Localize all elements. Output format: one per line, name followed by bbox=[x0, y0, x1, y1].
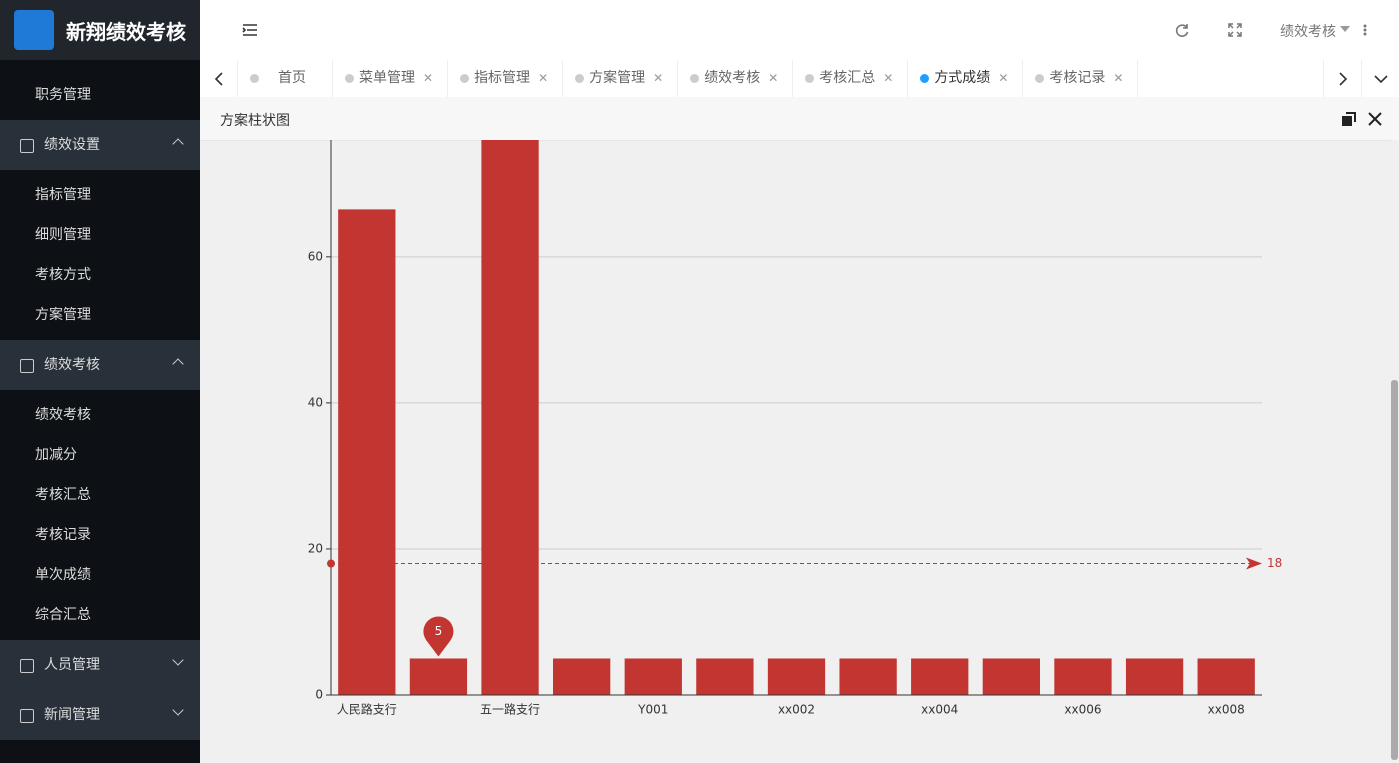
bar bbox=[982, 658, 1040, 695]
tab-label: 考核记录 bbox=[1049, 70, 1106, 86]
tab[interactable]: 绩效考核 ✕ bbox=[678, 60, 794, 97]
bar bbox=[1197, 658, 1255, 695]
tab[interactable]: 指标管理 ✕ bbox=[448, 60, 564, 97]
tab-label: 菜单管理 bbox=[359, 70, 415, 86]
menu-item[interactable]: 细则管理 bbox=[35, 227, 91, 243]
tab[interactable]: 菜单管理 ✕ bbox=[333, 60, 449, 97]
menu-item[interactable]: 绩效考核 bbox=[35, 407, 91, 423]
tab-close[interactable]: ✕ bbox=[423, 71, 434, 85]
logo: 新翔绩效考核 bbox=[0, 0, 200, 60]
tab-list: 首页 菜单管理 ✕ 指标管理 ✕ 方案管理 ✕ 绩效考核 ✕ 考核汇总 ✕ 方式成绩 ✕ 考核记录 ✕ bbox=[238, 60, 1323, 97]
scrollbar[interactable] bbox=[1391, 140, 1399, 763]
tab-prev[interactable] bbox=[200, 60, 238, 97]
submenu: 绩效考核加减分考核汇总考核记录单次成绩综合汇总 bbox=[0, 390, 200, 640]
tab[interactable]: 首页 bbox=[238, 60, 333, 97]
menu-item[interactable]: 考核记录 bbox=[35, 527, 91, 543]
panel-maximize[interactable] bbox=[1342, 112, 1356, 126]
tab-menu[interactable] bbox=[1362, 60, 1399, 97]
average-line-label: 18 bbox=[1267, 556, 1282, 570]
menu-item[interactable]: 综合汇总 bbox=[35, 607, 91, 623]
tab-next[interactable] bbox=[1323, 60, 1362, 97]
menu-group[interactable]: 绩效考核 bbox=[0, 340, 200, 390]
menu-group[interactable]: 绩效设置 bbox=[0, 120, 200, 170]
menu-item[interactable]: 职务管理 bbox=[35, 87, 91, 103]
y-tick-label: 20 bbox=[308, 541, 323, 555]
y-tick-label: 0 bbox=[315, 688, 323, 702]
bar bbox=[696, 658, 754, 695]
bar bbox=[839, 658, 897, 695]
x-tick-label: xx006 bbox=[1064, 703, 1101, 717]
app-title: 新翔绩效考核 bbox=[66, 19, 186, 44]
panel-header: 方案柱状图 bbox=[200, 97, 1399, 141]
menu-toggle[interactable] bbox=[242, 22, 258, 38]
tab[interactable]: 考核汇总 ✕ bbox=[793, 60, 909, 97]
bar bbox=[1054, 658, 1112, 695]
user-menu[interactable]: 绩效考核 bbox=[1280, 24, 1336, 40]
menu-group[interactable]: 人员管理 bbox=[0, 640, 200, 690]
menu-item[interactable]: 加减分 bbox=[35, 447, 77, 463]
bar bbox=[624, 658, 682, 695]
tab-label: 绩效考核 bbox=[704, 70, 761, 86]
average-line-arrow bbox=[1246, 557, 1262, 570]
x-tick-label: xx002 bbox=[778, 703, 815, 717]
refresh-button[interactable] bbox=[1174, 22, 1190, 38]
bar bbox=[553, 658, 611, 695]
tab-close[interactable]: ✕ bbox=[998, 71, 1009, 85]
menu-group[interactable]: 新闻管理 bbox=[0, 690, 200, 740]
panel-close[interactable] bbox=[1368, 112, 1382, 126]
tab[interactable]: 考核记录 ✕ bbox=[1023, 60, 1139, 97]
bar bbox=[767, 658, 826, 695]
tab-close[interactable]: ✕ bbox=[653, 71, 664, 85]
menu-item[interactable]: 指标管理 bbox=[35, 187, 91, 203]
min-point-label: 5 bbox=[435, 624, 443, 638]
tab-close[interactable]: ✕ bbox=[1113, 71, 1124, 85]
x-tick-label: 五一路支行 bbox=[480, 702, 540, 717]
x-tick-label: Y001 bbox=[637, 703, 668, 717]
bar bbox=[409, 658, 468, 695]
y-tick-label: 40 bbox=[308, 395, 323, 409]
min-point-pin bbox=[423, 616, 454, 657]
bar bbox=[481, 140, 539, 695]
user-menu-icons bbox=[1340, 24, 1367, 36]
menu-item[interactable]: 单次成绩 bbox=[35, 567, 91, 583]
tab-label: 考核汇总 bbox=[819, 70, 876, 86]
x-tick-label: 人民路支行 bbox=[337, 702, 397, 717]
tab-label: 首页 bbox=[278, 70, 306, 86]
tab-close[interactable]: ✕ bbox=[883, 71, 894, 85]
tab-label: 指标管理 bbox=[474, 70, 531, 86]
logo-icon bbox=[14, 10, 54, 50]
sidebar: 新翔绩效考核 职务管理 绩效设置 指标管理 细则管理 考核方式 方案管理 绩效考核 绩效考核加… bbox=[0, 0, 200, 763]
fullscreen-button[interactable] bbox=[1227, 22, 1243, 38]
x-tick-label: xx008 bbox=[1208, 703, 1245, 717]
bar bbox=[1125, 658, 1184, 695]
tab[interactable]: 方式成绩 ✕ bbox=[908, 60, 1024, 97]
menu-item[interactable]: 方案管理 bbox=[35, 307, 91, 323]
menu: 职务管理 绩效设置 指标管理 细则管理 考核方式 方案管理 绩效考核 绩效考核 加减分 考核汇总考… bbox=[0, 75, 200, 740]
tab[interactable]: 方案管理 ✕ bbox=[563, 60, 679, 97]
menu-item[interactable]: 考核方式 bbox=[35, 267, 91, 283]
average-line-start bbox=[327, 559, 335, 568]
panel-title: 方案柱状图 bbox=[220, 113, 290, 129]
tab-label: 方案管理 bbox=[589, 70, 646, 86]
bar bbox=[911, 658, 969, 695]
y-tick-label: 60 bbox=[308, 249, 323, 263]
tab-label: 方式成绩 bbox=[934, 70, 991, 86]
menu-item[interactable]: 考核汇总 bbox=[35, 487, 91, 503]
tab-close[interactable]: ✕ bbox=[538, 71, 549, 85]
x-tick-label: xx004 bbox=[921, 703, 958, 717]
submenu: 指标管理细则管理考核方式方案管理 bbox=[0, 170, 200, 340]
bar bbox=[338, 209, 396, 695]
tab-close[interactable]: ✕ bbox=[768, 71, 779, 85]
